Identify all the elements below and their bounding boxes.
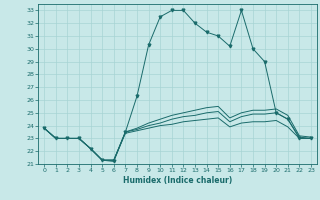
X-axis label: Humidex (Indice chaleur): Humidex (Indice chaleur) [123, 176, 232, 185]
